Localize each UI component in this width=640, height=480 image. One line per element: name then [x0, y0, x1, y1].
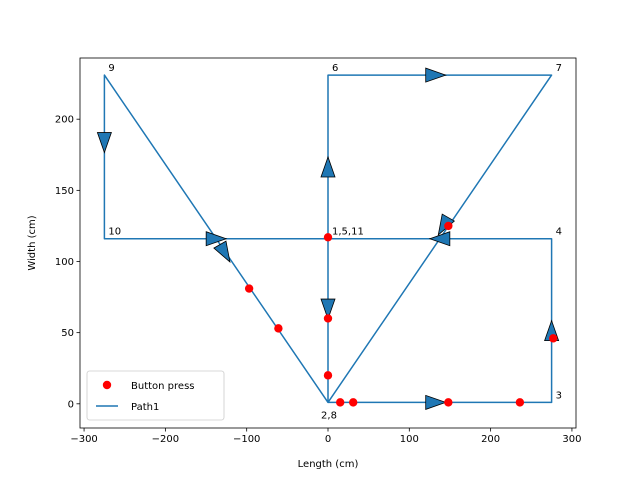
arrow-head-icon: [320, 298, 336, 321]
point-annotation: 3: [556, 390, 562, 401]
x-tick-label: −100: [233, 434, 260, 445]
x-tick-label: 200: [481, 434, 500, 445]
path-direction-arrow: [213, 240, 231, 263]
legend-label-button-press: Button press: [131, 381, 195, 392]
point-annotation: 6: [332, 63, 338, 74]
x-tick-label: 0: [325, 434, 331, 445]
button-press-point: [444, 398, 453, 407]
point-annotation: 7: [556, 63, 562, 74]
point-annotation: 9: [108, 63, 114, 74]
plot-data: 9 6 7 10 1,5,11 4 3 2,8: [96, 63, 562, 421]
y-tick-label: 200: [55, 115, 74, 126]
button-press-point: [515, 398, 525, 407]
button-press-point: [323, 314, 333, 323]
path-direction-arrow: [205, 231, 228, 247]
arrow-head-icon: [205, 231, 228, 247]
arrow-head-icon: [213, 240, 231, 263]
y-tick-label: 100: [55, 257, 74, 268]
x-tick-label: 100: [400, 434, 419, 445]
axis-ticks: −300 −200 −100 0 100 200 300 0 50 100 150 200: [55, 115, 582, 445]
button-press-point: [244, 284, 254, 293]
point-annotation: 4: [556, 227, 562, 238]
legend-label-path1: Path1: [131, 402, 159, 413]
button-press-point: [349, 398, 358, 407]
legend-box: [86, 370, 225, 421]
arrow-head-icon: [320, 155, 336, 178]
point-annotation: 10: [108, 227, 121, 238]
x-axis-label: Length (cm): [298, 459, 359, 470]
legend: Button press Path1: [86, 370, 225, 421]
y-tick-label: 50: [61, 328, 74, 339]
y-axis-label: Width (cm): [27, 215, 38, 270]
path-direction-arrow: [96, 132, 112, 154]
button-press-point: [549, 334, 558, 343]
arrow-head-icon: [425, 67, 447, 83]
path1-line: [103, 74, 553, 404]
arrow-head-icon: [425, 394, 447, 410]
x-tick-label: −300: [70, 434, 97, 445]
legend-marker-button-press: [102, 380, 112, 390]
x-tick-label: 300: [562, 434, 581, 445]
point-annotation: 2,8: [321, 410, 337, 421]
path-direction-arrow: [320, 298, 336, 321]
x-tick-label: −200: [152, 434, 179, 445]
path-direction-arrow: [428, 231, 451, 247]
arrow-head-icon: [96, 132, 112, 154]
button-press-point: [323, 233, 333, 242]
y-tick-label: 150: [55, 186, 74, 197]
arrow-head-icon: [428, 231, 451, 247]
button-press-point: [274, 324, 283, 333]
point-annotation: 1,5,11: [332, 227, 364, 238]
button-press-point: [335, 398, 345, 407]
path-direction-arrow: [425, 67, 447, 83]
button-press-point: [444, 221, 453, 231]
y-tick-label: 0: [68, 399, 74, 410]
path-direction-arrow: [425, 394, 447, 410]
button-press-point: [323, 371, 333, 380]
path-direction-arrow: [320, 155, 336, 178]
